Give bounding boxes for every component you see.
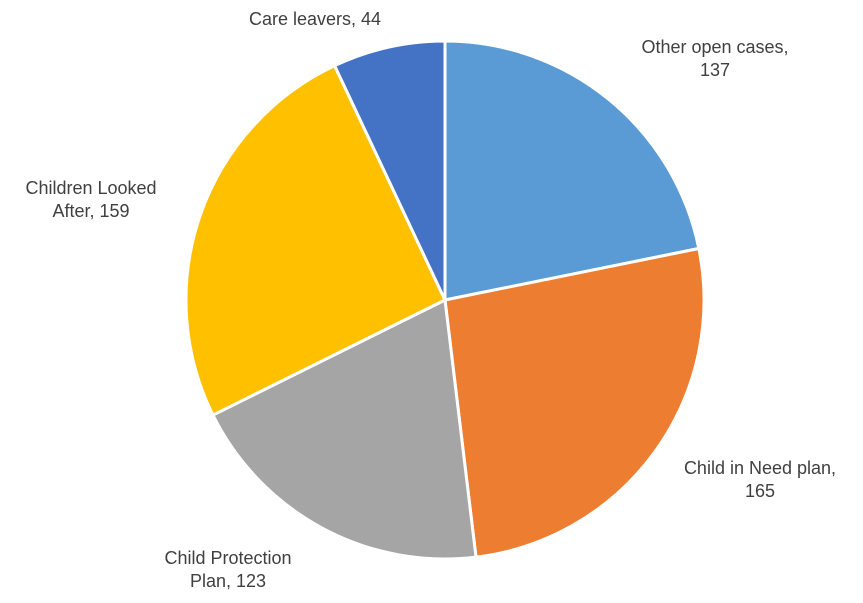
slice-label-child-in-need-plan: Child in Need plan, 165 <box>683 458 837 501</box>
pie-slice-child-in-need-plan <box>443 247 706 559</box>
pie-slice-child-protection-plan <box>211 298 478 561</box>
slice-label-care-leavers: Care leavers, 44 <box>248 9 382 29</box>
slice-label-child-protection-plan: Child Protection Plan, 123 <box>164 548 292 591</box>
slice-label-other-open-cases: Other open cases, 137 <box>641 37 789 80</box>
pie-slice-children-looked-after <box>184 64 447 417</box>
pie-slice-care-leavers <box>333 39 447 302</box>
slice-label-children-looked-after: Children Looked After, 159 <box>25 178 157 221</box>
pie-slice-other-open-cases <box>443 39 701 302</box>
